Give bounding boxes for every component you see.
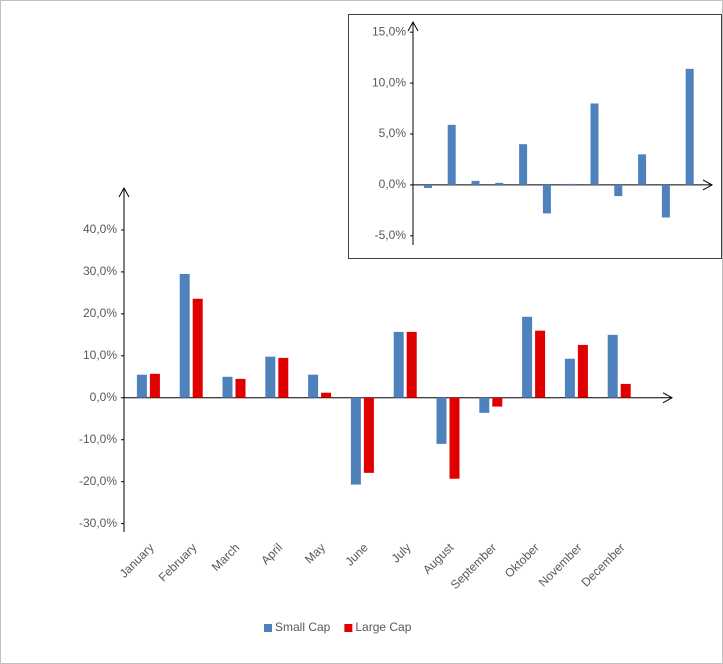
legend-swatch <box>264 624 272 632</box>
bar <box>535 330 546 398</box>
bar <box>471 180 480 185</box>
legend-label: Large Cap <box>355 620 411 634</box>
bar <box>321 392 332 398</box>
bar <box>308 374 319 398</box>
y-tick-label: 0,0% <box>379 177 407 191</box>
legend-label: Small Cap <box>275 620 331 634</box>
bar <box>495 182 504 185</box>
bar <box>436 397 447 444</box>
y-tick-label: 0,0% <box>90 390 118 404</box>
y-tick-label: 10,0% <box>372 75 406 89</box>
legend-swatch <box>344 624 353 632</box>
y-tick-label: 30,0% <box>83 264 117 278</box>
y-axis <box>407 20 419 245</box>
y-tick-label: -5,0% <box>375 228 407 242</box>
y-tick-label: 15,0% <box>372 24 406 38</box>
y-tick-label: 5,0% <box>379 126 407 140</box>
y-tick-label: -30,0% <box>79 516 117 530</box>
bar <box>179 274 190 398</box>
bar <box>566 183 575 185</box>
bar <box>607 334 618 398</box>
y-tick-label: 40,0% <box>83 222 117 236</box>
bar <box>393 331 404 398</box>
bar <box>661 184 670 218</box>
bar <box>136 374 147 398</box>
bar <box>447 124 456 185</box>
x-axis <box>413 179 714 191</box>
bar <box>265 356 276 398</box>
y-tick-label: 10,0% <box>83 348 117 362</box>
inset-frame <box>348 14 722 259</box>
bar <box>406 331 417 398</box>
bar <box>235 378 246 398</box>
inset-chart: -5,0% 0,0% 5,0% 10,0% 15,0% <box>372 20 714 245</box>
y-tick-label: -20,0% <box>79 474 117 488</box>
bar <box>564 358 575 398</box>
bar <box>492 397 503 407</box>
bar <box>363 397 374 473</box>
bar <box>192 298 203 398</box>
bar <box>278 357 289 398</box>
bar <box>519 144 528 185</box>
y-tick-label: 20,0% <box>83 306 117 320</box>
bar <box>577 344 588 398</box>
bar <box>222 376 233 398</box>
bar <box>449 397 460 479</box>
bar <box>423 184 432 188</box>
bar <box>620 383 631 398</box>
bar <box>149 373 160 398</box>
y-tick-label: -10,0% <box>79 432 117 446</box>
bar <box>542 184 551 214</box>
bar <box>522 316 533 398</box>
bar <box>350 397 361 485</box>
y-axis <box>118 186 130 532</box>
bar <box>685 68 694 185</box>
bar <box>638 154 647 185</box>
bar <box>590 103 599 185</box>
bar <box>614 184 623 197</box>
bar <box>479 397 490 413</box>
